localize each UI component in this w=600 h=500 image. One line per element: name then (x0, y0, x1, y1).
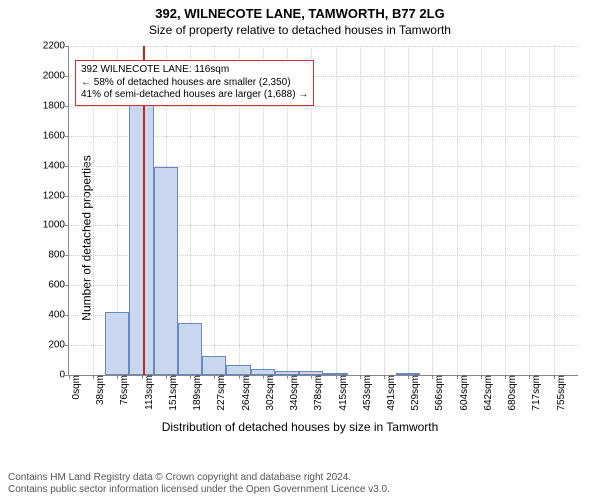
xtick-label: 453sqm (360, 375, 373, 411)
xtick-label: 378sqm (311, 375, 324, 411)
container: { "title": "392, WILNECOTE LANE, TAMWORT… (0, 0, 600, 500)
xtick-label: 680sqm (505, 375, 518, 411)
annotation-box: 392 WILNECOTE LANE: 116sqm← 58% of detac… (75, 60, 314, 106)
page-title: 392, WILNECOTE LANE, TAMWORTH, B77 2LG (0, 0, 600, 21)
xtick-label: 529sqm (408, 375, 421, 411)
histogram-bar (323, 373, 347, 375)
xtick-label: 717sqm (529, 375, 542, 411)
histogram-bar (178, 323, 202, 375)
xtick-label: 76sqm (117, 375, 130, 405)
gridline-v (554, 46, 555, 375)
footer-line: Contains public sector information licen… (8, 484, 592, 496)
ytick-label: 800 (48, 250, 69, 261)
ytick-label: 1600 (43, 130, 69, 141)
xtick-label: 227sqm (214, 375, 227, 411)
xtick-label: 340sqm (287, 375, 300, 411)
gridline-v (529, 46, 530, 375)
xtick-label: 302sqm (263, 375, 276, 411)
chart-subtitle: Size of property relative to detached ho… (0, 21, 600, 37)
xtick-label: 566sqm (432, 375, 445, 411)
annotation-line: 392 WILNECOTE LANE: 116sqm (81, 64, 308, 77)
gridline-v (505, 46, 506, 375)
xtick-label: 415sqm (336, 375, 349, 411)
footer-line: Contains HM Land Registry data © Crown c… (8, 472, 592, 484)
ytick-label: 200 (48, 340, 69, 351)
xtick-label: 264sqm (239, 375, 252, 411)
ytick-label: 400 (48, 310, 69, 321)
ytick-label: 2000 (43, 70, 69, 81)
annotation-line: ← 58% of detached houses are smaller (2,… (81, 77, 308, 90)
x-axis-label: Distribution of detached houses by size … (0, 420, 600, 434)
histogram-bar (299, 371, 323, 375)
xtick-label: 642sqm (481, 375, 494, 411)
xtick-label: 38sqm (93, 375, 106, 405)
histogram-bar (396, 373, 420, 375)
ytick-label: 600 (48, 280, 69, 291)
xtick-label: 491sqm (384, 375, 397, 411)
ytick-label: 1800 (43, 100, 69, 111)
gridline-v (336, 46, 337, 375)
xtick-label: 755sqm (554, 375, 567, 411)
gridline-v (384, 46, 385, 375)
gridline-v (432, 46, 433, 375)
ytick-label: 1000 (43, 220, 69, 231)
histogram-bar (154, 167, 178, 375)
histogram-bar (226, 365, 250, 375)
histogram-bar (202, 356, 226, 375)
annotation-line: 41% of semi-detached houses are larger (… (81, 89, 308, 102)
gridline-v (481, 46, 482, 375)
xtick-label: 151sqm (166, 375, 179, 411)
gridline-v (457, 46, 458, 375)
histogram-bar (275, 371, 299, 375)
gridline-v (408, 46, 409, 375)
xtick-label: 604sqm (457, 375, 470, 411)
ytick-label: 0 (59, 370, 69, 381)
xtick-label: 113sqm (142, 375, 155, 410)
chart-wrap: Number of detached properties 0200400600… (0, 40, 600, 436)
gridline-v (360, 46, 361, 375)
ytick-label: 2200 (43, 41, 69, 52)
xtick-label: 0sqm (69, 375, 82, 399)
histogram-plot: 0200400600800100012001400160018002000220… (68, 46, 578, 376)
histogram-bar (251, 369, 275, 375)
attribution-footer: Contains HM Land Registry data © Crown c… (8, 472, 592, 496)
ytick-label: 1200 (43, 190, 69, 201)
histogram-bar (105, 312, 129, 375)
xtick-label: 189sqm (190, 375, 203, 411)
ytick-label: 1400 (43, 160, 69, 171)
histogram-bar (129, 82, 153, 375)
